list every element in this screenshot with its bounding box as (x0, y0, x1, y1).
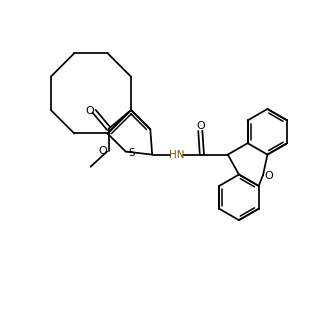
Text: S: S (128, 148, 135, 158)
Text: O: O (264, 170, 273, 181)
Text: O: O (99, 146, 107, 156)
Text: HN: HN (169, 150, 184, 160)
Text: O: O (196, 121, 205, 131)
Text: O: O (85, 106, 94, 116)
